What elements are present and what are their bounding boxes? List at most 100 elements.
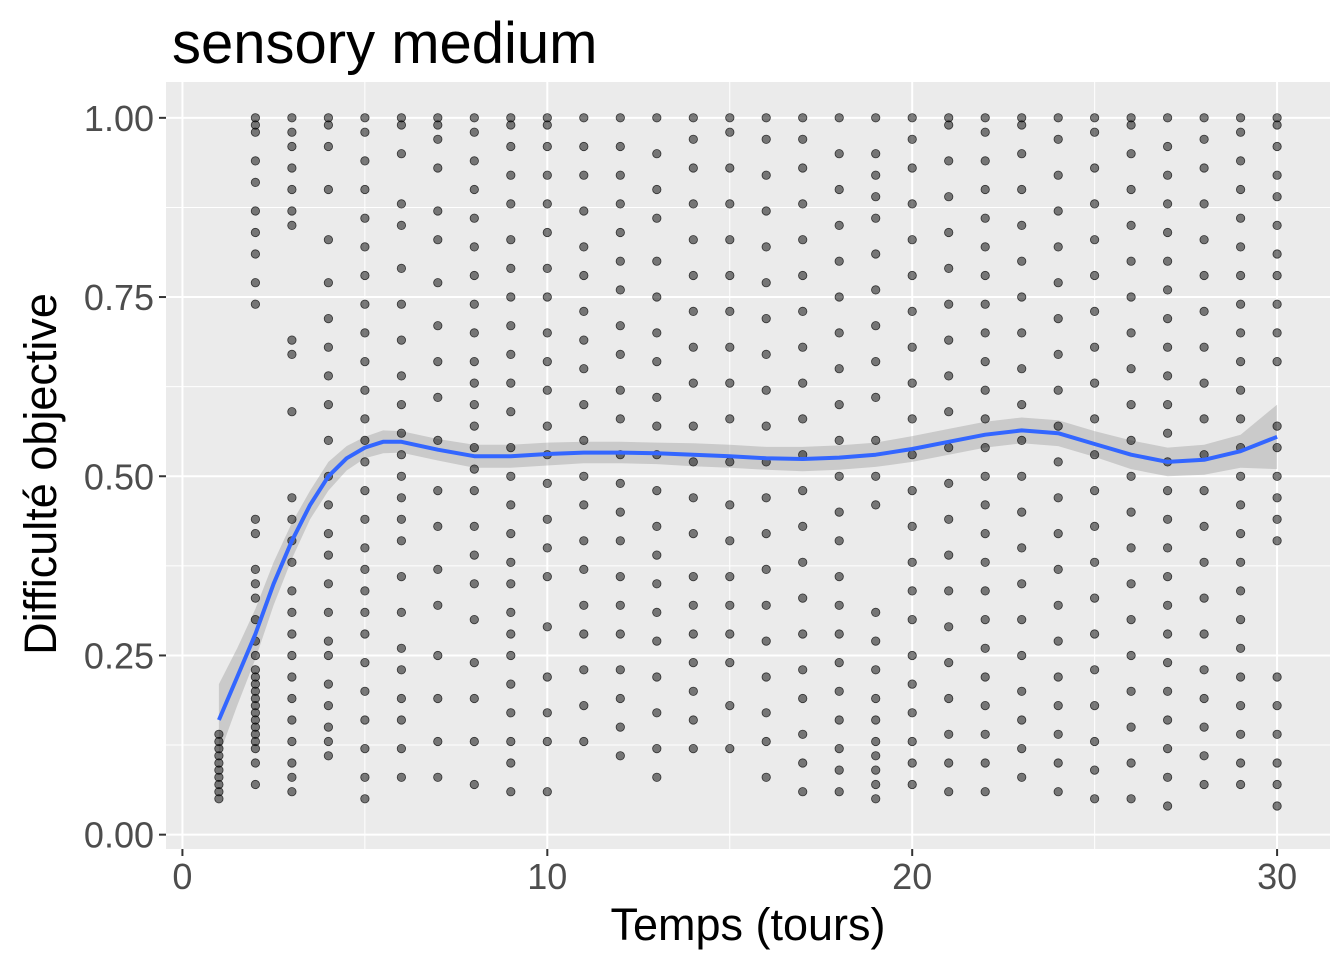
data-point [1163,514,1173,524]
data-point [1126,794,1136,804]
data-point [1272,493,1282,503]
data-point [287,127,297,137]
data-point [834,600,844,610]
data-point [506,471,516,481]
data-point [1272,536,1282,546]
data-point [323,371,333,381]
data-point [360,686,370,696]
data-point [506,378,516,388]
data-point [652,421,662,431]
data-point [980,471,990,481]
data-point [871,779,881,790]
data-point [1053,170,1063,180]
data-point [1017,113,1027,123]
data-point [469,184,479,195]
data-point [615,571,625,582]
data-point [542,385,552,395]
data-point [323,141,333,152]
data-point [360,414,370,424]
data-point [1163,313,1173,324]
data-point [1199,134,1209,144]
data-point [834,435,844,445]
data-point [506,787,516,797]
data-point [579,335,589,345]
data-point [1053,242,1063,252]
data-point [542,622,552,632]
data-point [433,356,443,367]
data-point [506,736,516,747]
data-point [944,227,954,238]
data-point [1199,521,1209,532]
data-point [1090,414,1100,424]
data-point [506,442,516,453]
data-point [1272,801,1282,811]
data-point [1053,672,1063,682]
data-point [469,521,479,532]
data-point [688,163,698,173]
data-point [980,500,990,510]
data-point [798,113,808,123]
data-point [1199,485,1209,496]
data-point [798,485,808,496]
data-point [542,514,552,524]
data-point [834,184,844,195]
data-point [1163,256,1173,266]
y-tick-label: 0.50 [84,456,154,497]
data-point [871,471,881,481]
data-point [396,607,406,618]
data-point [323,313,333,324]
data-point [1126,579,1136,589]
data-point [1017,328,1027,338]
data-point [250,514,260,524]
data-point [1163,629,1173,639]
data-point [798,729,808,739]
data-point [907,557,917,567]
data-point [1236,672,1246,682]
y-tick-label: 0.75 [84,277,154,318]
data-point [579,242,589,252]
x-tick-label: 0 [172,856,192,897]
data-point [360,127,370,137]
data-point [250,227,260,238]
data-point [1236,643,1246,653]
data-point [907,521,917,532]
data-point [1090,306,1100,316]
data-point [579,206,589,216]
data-point [469,270,479,281]
data-point [360,270,370,281]
data-point [360,657,370,668]
data-point [287,113,297,123]
data-point [506,708,516,718]
data-point [506,235,516,245]
data-point [944,299,954,309]
data-point [542,292,552,302]
data-point [250,278,260,288]
data-point [834,328,844,338]
data-point [469,299,479,309]
major-gridlines [166,82,1330,849]
data-point [761,242,771,252]
data-point [907,414,917,424]
axis-ticks [159,116,1279,856]
data-point [798,593,808,603]
data-point [944,758,954,768]
data-point [250,177,260,187]
data-point [652,521,662,532]
data-point [1017,507,1027,517]
data-point [433,113,443,123]
data-point [506,113,516,123]
data-point [761,672,771,682]
data-point [1272,299,1282,309]
data-point [980,672,990,682]
data-point [871,715,881,725]
data-point [1163,571,1173,582]
data-point [579,564,589,575]
data-point [652,607,662,618]
data-point [798,199,808,209]
data-point [834,399,844,410]
data-point [542,736,552,747]
data-point [907,199,917,209]
data-point [287,715,297,725]
data-point [834,113,844,123]
data-point [542,571,552,582]
